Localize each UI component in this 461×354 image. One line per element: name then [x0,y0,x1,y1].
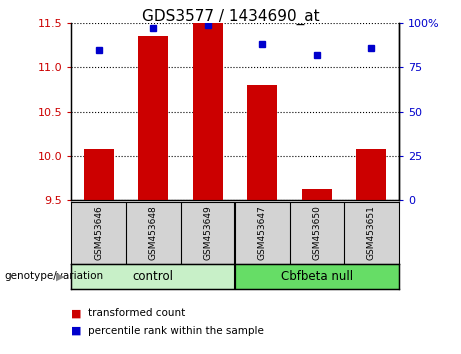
Bar [235,264,399,289]
Bar [71,264,235,289]
Text: GSM453647: GSM453647 [258,205,267,260]
Text: control: control [133,270,174,283]
Text: genotype/variation: genotype/variation [5,272,104,281]
Text: percentile rank within the sample: percentile rank within the sample [88,326,264,336]
Text: GSM453648: GSM453648 [149,205,158,260]
Bar [84,149,114,200]
Text: GSM453650: GSM453650 [313,205,321,260]
Bar [302,189,332,200]
Text: Cbfbeta null: Cbfbeta null [281,270,353,283]
Text: ■: ■ [71,308,82,318]
Bar [138,36,168,200]
Bar [248,85,278,200]
Text: ■: ■ [71,326,82,336]
Bar [193,23,223,200]
Text: GDS3577 / 1434690_at: GDS3577 / 1434690_at [142,9,319,25]
Text: GSM453651: GSM453651 [367,205,376,260]
Bar [356,149,386,200]
Text: GSM453649: GSM453649 [203,205,213,260]
Text: GSM453646: GSM453646 [94,205,103,260]
Text: transformed count: transformed count [88,308,185,318]
Text: ▶: ▶ [56,272,64,281]
